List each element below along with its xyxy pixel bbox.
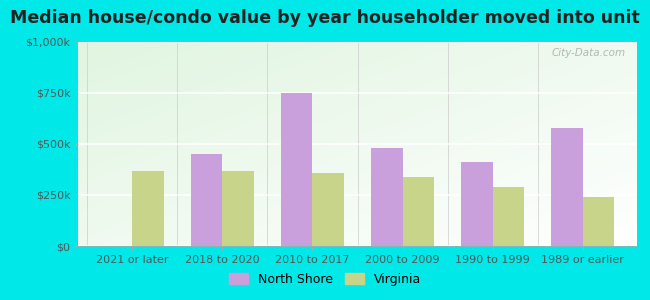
Bar	[462, 162, 493, 246]
Bar	[371, 148, 402, 246]
Bar	[313, 172, 344, 246]
Bar	[281, 93, 313, 246]
Bar	[583, 197, 614, 246]
Bar	[222, 170, 254, 246]
Bar	[190, 154, 222, 246]
Text: City-Data.com: City-Data.com	[552, 48, 626, 58]
Text: Median house/condo value by year householder moved into unit: Median house/condo value by year househo…	[10, 9, 640, 27]
Bar	[551, 128, 583, 246]
Bar	[132, 170, 164, 246]
Bar	[402, 177, 434, 246]
Legend: North Shore, Virginia: North Shore, Virginia	[224, 268, 426, 291]
Bar	[493, 187, 525, 246]
